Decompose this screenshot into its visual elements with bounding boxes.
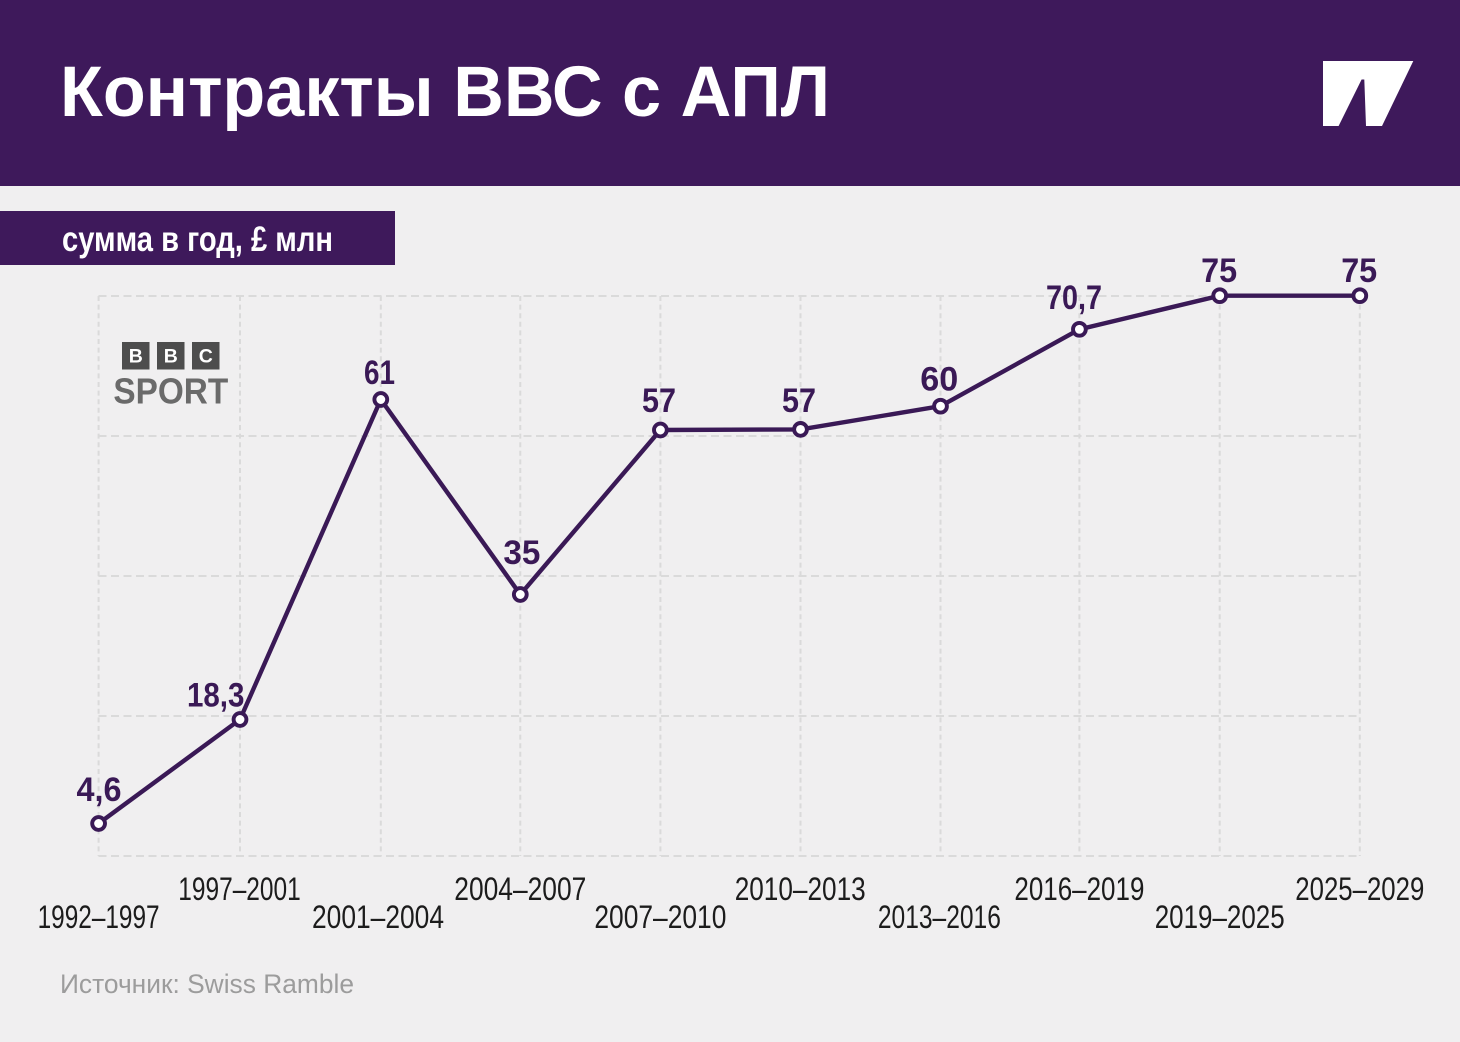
svg-text:Источник: Swiss Ramble: Источник: Swiss Ramble [60, 969, 354, 999]
svg-text:35: 35 [503, 534, 540, 572]
svg-text:1997–2001: 1997–2001 [178, 871, 301, 907]
svg-text:B: B [164, 346, 178, 368]
svg-text:B: B [129, 346, 143, 368]
svg-text:2004–2007: 2004–2007 [454, 871, 586, 907]
svg-text:2016–2019: 2016–2019 [1014, 871, 1144, 907]
svg-text:2007–2010: 2007–2010 [594, 899, 726, 935]
svg-text:4,6: 4,6 [77, 771, 122, 809]
svg-text:2001–2004: 2001–2004 [312, 899, 444, 935]
svg-text:61: 61 [364, 354, 395, 392]
svg-text:57: 57 [642, 382, 676, 420]
svg-text:Контракты ВВС с АПЛ: Контракты ВВС с АПЛ [60, 53, 830, 132]
svg-text:18,3: 18,3 [187, 676, 245, 714]
svg-text:2010–2013: 2010–2013 [735, 871, 866, 907]
svg-text:SPORT: SPORT [113, 371, 228, 412]
svg-text:C: C [199, 346, 213, 368]
svg-text:2013–2016: 2013–2016 [878, 899, 1001, 935]
svg-text:70,7: 70,7 [1046, 279, 1102, 317]
svg-text:57: 57 [782, 382, 816, 420]
svg-text:75: 75 [1201, 252, 1237, 290]
svg-text:1992–1997: 1992–1997 [38, 899, 160, 935]
svg-text:75: 75 [1341, 252, 1377, 290]
svg-text:60: 60 [920, 361, 958, 399]
svg-text:сумма в год, £ млн: сумма в год, £ млн [62, 220, 333, 259]
svg-text:2019–2025: 2019–2025 [1155, 899, 1285, 935]
svg-text:2025–2029: 2025–2029 [1295, 871, 1424, 907]
